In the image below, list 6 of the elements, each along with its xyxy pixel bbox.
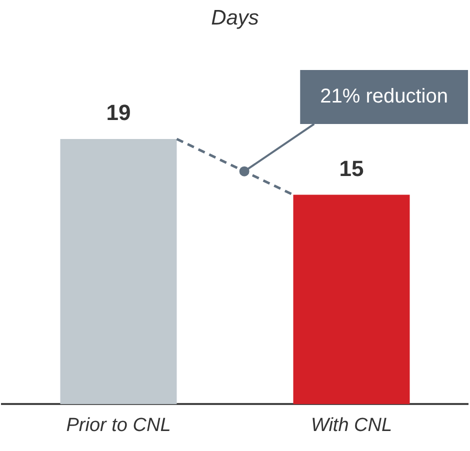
x-tick-label: Prior to CNL [66, 414, 171, 436]
x-tick-label: With CNL [310, 414, 392, 436]
text: 21% reduction [320, 86, 448, 108]
data-label: 19 [106, 100, 131, 126]
data-label: 15 [339, 156, 364, 181]
chart-title: Days [211, 6, 260, 30]
